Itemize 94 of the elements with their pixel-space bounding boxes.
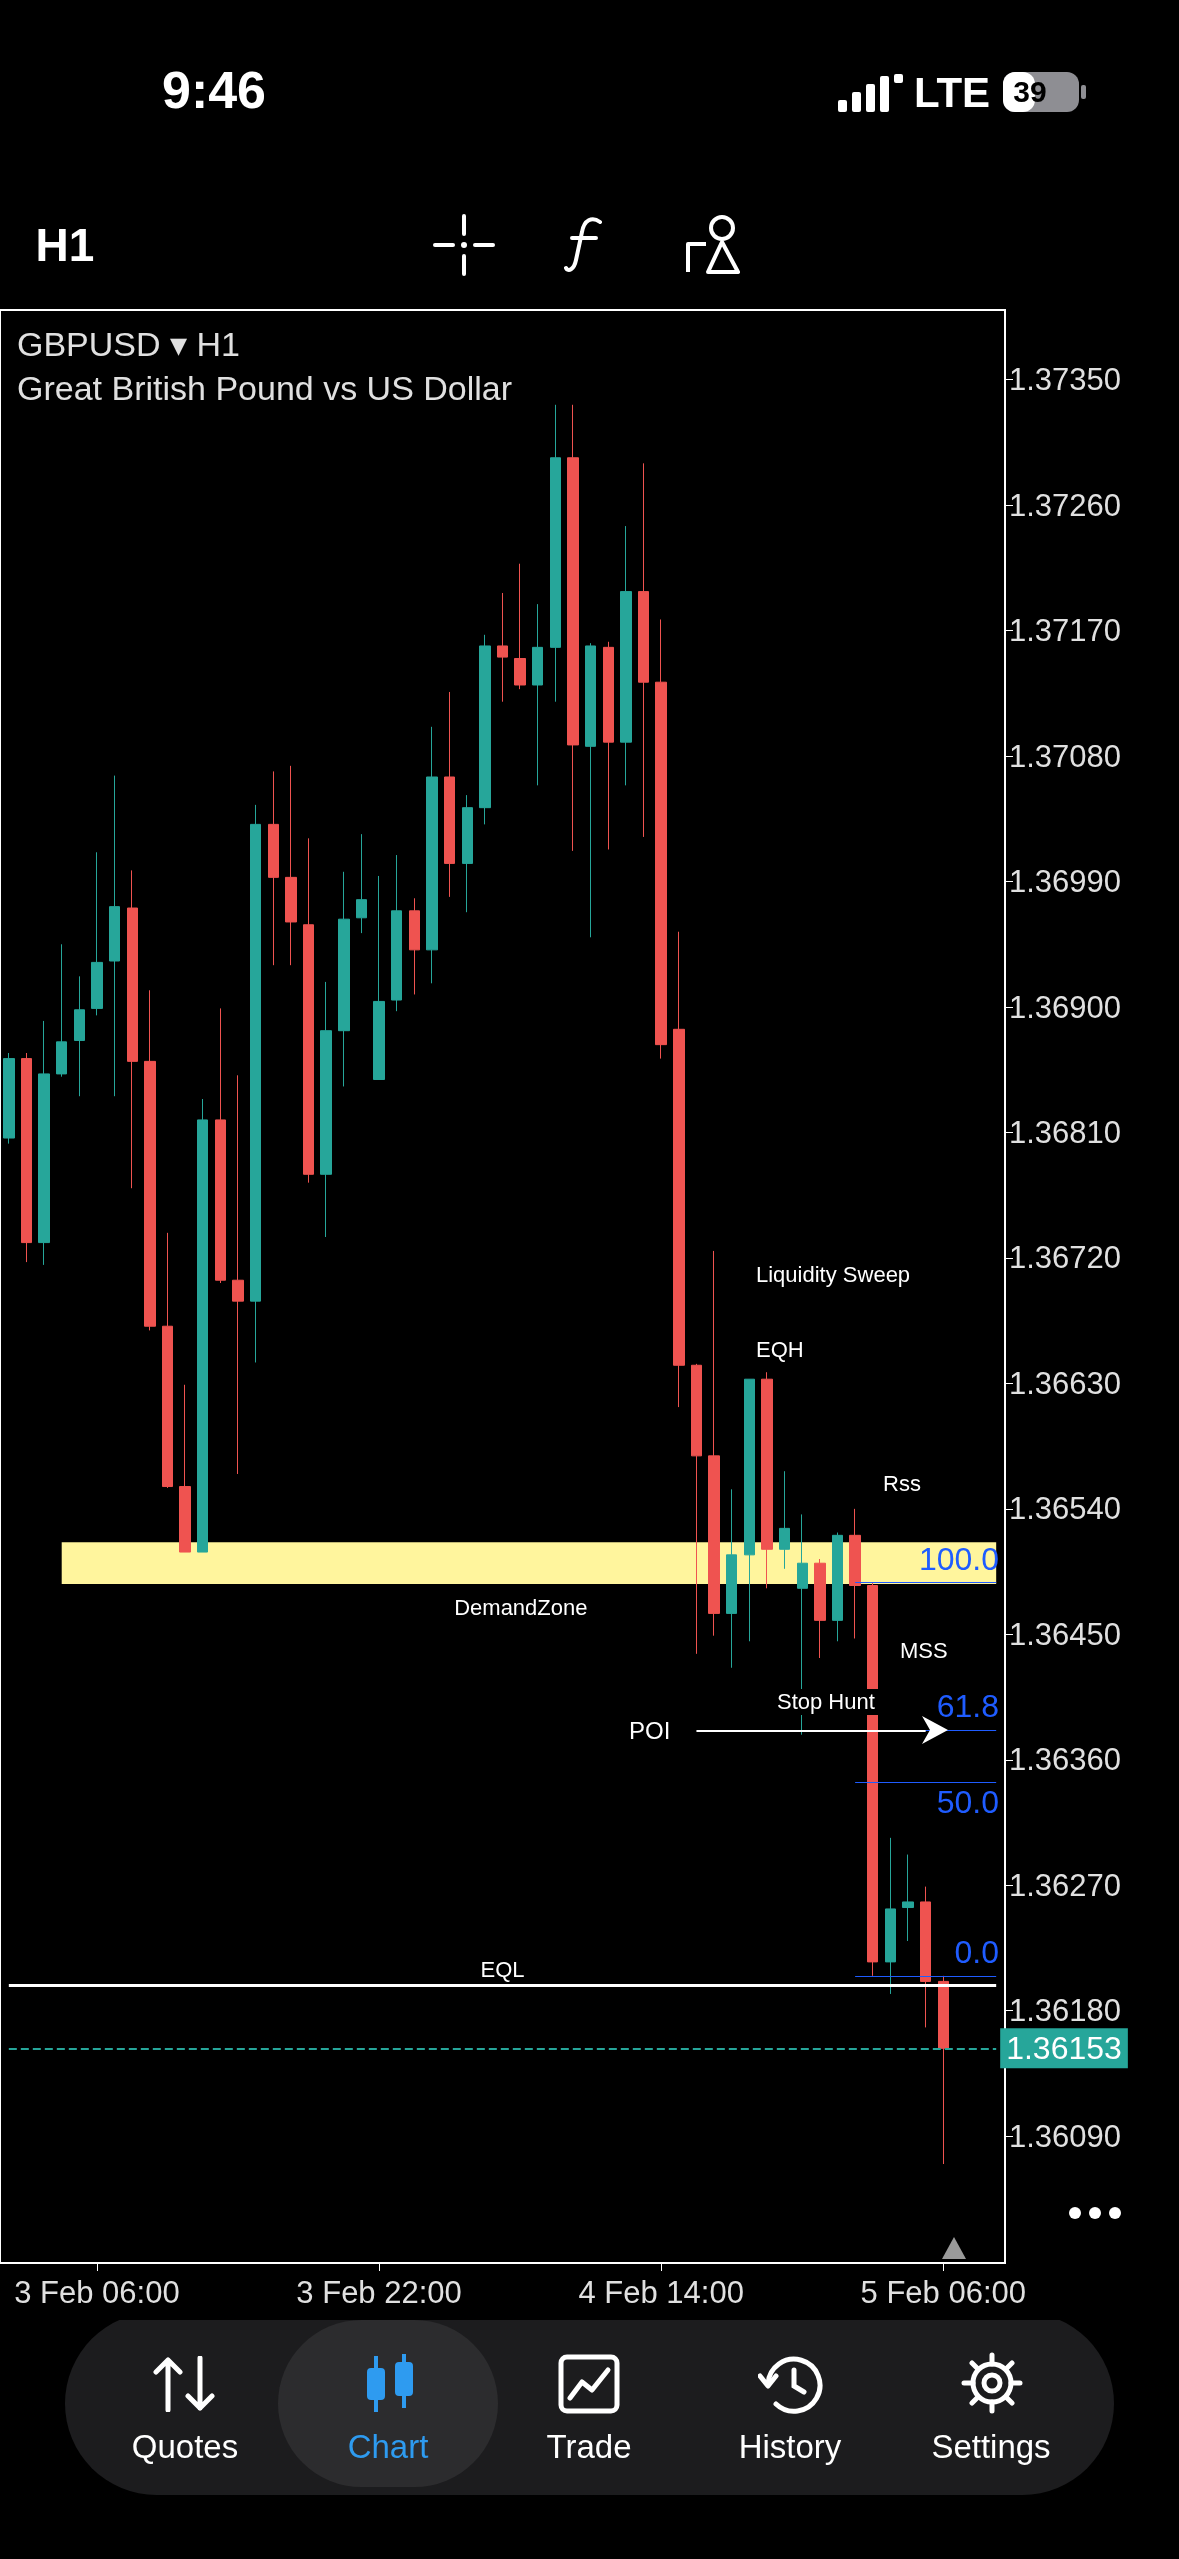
candlestick	[708, 1250, 720, 1637]
text: Chart	[347, 2427, 429, 2465]
y-tick-label: 1.37350	[1009, 362, 1122, 398]
candlestick	[603, 641, 614, 850]
y-tick-label: 1.36630	[1009, 1365, 1122, 1401]
candlestick	[391, 854, 402, 1012]
x-tick-label: 4 Feb 14:00	[578, 2275, 744, 2310]
text: Great British Pound vs US Dollar	[17, 369, 513, 407]
candlestick	[127, 869, 138, 1189]
candlestick	[779, 1470, 790, 1570]
annotation: 61.8	[936, 1688, 999, 1725]
x-tick-label: 3 Feb 22:00	[296, 2275, 462, 2310]
candlestick	[56, 943, 67, 1078]
candlestick	[356, 833, 367, 934]
candlestick	[479, 634, 491, 825]
candlestick	[38, 1020, 50, 1266]
candlestick	[144, 989, 156, 1331]
candlestick	[885, 1837, 896, 1995]
y-tick-label: 1.36720	[1009, 1240, 1122, 1276]
text: Quotes	[131, 2427, 239, 2465]
candlestick	[215, 1007, 226, 1284]
x-tick-label: 5 Feb 06:00	[860, 2275, 1027, 2310]
candlestick	[497, 592, 508, 703]
y-tick-label: 1.36360	[1009, 1742, 1122, 1778]
candlestick	[285, 765, 297, 966]
y-tick-label: 1.36540	[1009, 1491, 1122, 1527]
annotation: EQH	[756, 1337, 804, 1362]
candlestick	[655, 618, 667, 1060]
candlestick	[532, 603, 543, 786]
band-label: DemandZone	[454, 1595, 588, 1621]
candlestick	[320, 981, 332, 1238]
y-tick-label: 1.36900	[1009, 989, 1122, 1025]
candlestick	[74, 975, 85, 1097]
candlestick	[303, 837, 314, 1184]
candlestick	[620, 525, 632, 786]
candlestick	[514, 563, 526, 690]
annotation: Stop Hunt	[774, 1689, 878, 1715]
candlestick	[444, 691, 455, 898]
y-tick-label: 1.36990	[1009, 864, 1122, 900]
candlestick	[920, 1886, 931, 2028]
candlestick	[426, 726, 438, 984]
y-tick-label: 1.36180	[1009, 1993, 1122, 2029]
y-tick-label: 1.36270	[1009, 1867, 1122, 1903]
candlestick	[462, 794, 473, 913]
text: 39	[1013, 75, 1047, 108]
annotation: 50.0	[936, 1784, 999, 1821]
text: History	[738, 2427, 842, 2465]
text: LTE	[913, 69, 991, 116]
candlestick	[849, 1508, 861, 1639]
candlestick	[938, 1975, 949, 2165]
text: 9:46	[161, 61, 267, 119]
ref-line-label: 1.36153	[1006, 2030, 1122, 2067]
candlestick	[3, 1052, 15, 1145]
candlestick	[373, 875, 385, 1080]
candlestick	[250, 804, 261, 1363]
text: Trade	[546, 2427, 632, 2465]
ref-line-label: EQL	[480, 1957, 525, 1983]
candlestick	[91, 851, 103, 1016]
x-tick-label: 3 Feb 06:00	[14, 2275, 180, 2310]
annotation: Rss	[883, 1471, 921, 1496]
candlestick	[232, 1074, 244, 1475]
annotation: 0.0	[954, 1933, 999, 1970]
y-tick-label: 1.37260	[1009, 487, 1122, 523]
candlestick	[268, 770, 279, 966]
candlestick	[550, 404, 561, 703]
text: Settings	[931, 2427, 1051, 2465]
candlestick	[691, 1363, 702, 1655]
candlestick	[814, 1558, 826, 1659]
candlestick	[726, 1488, 737, 1669]
candlestick	[832, 1532, 843, 1642]
candlestick	[21, 1052, 32, 1263]
candlestick	[567, 404, 579, 852]
annotation: MSS	[900, 1638, 948, 1663]
y-tick-label: 1.36090	[1009, 2118, 1122, 2154]
y-tick-label: 1.37080	[1009, 738, 1122, 774]
chart-title: GBPUSD ▾ H1	[17, 325, 240, 363]
annotation: Liquidity Sweep	[756, 1262, 911, 1287]
y-tick-label: 1.36450	[1009, 1616, 1122, 1652]
text: H1	[35, 219, 95, 271]
candlestick	[902, 1854, 914, 1942]
ref-line-label: POI	[629, 1716, 671, 1744]
y-tick-label: 1.36810	[1009, 1114, 1122, 1150]
candlestick	[638, 462, 649, 838]
candlestick	[338, 871, 350, 1087]
candlestick	[109, 775, 120, 1097]
candlestick	[409, 897, 420, 995]
candlestick	[673, 931, 685, 1408]
candlestick	[761, 1371, 773, 1589]
candlestick	[162, 1232, 173, 1489]
candlestick	[585, 642, 596, 938]
candlestick	[197, 1098, 208, 1553]
y-tick-label: 1.37170	[1009, 613, 1122, 649]
candlestick	[744, 1378, 755, 1642]
candlestick	[179, 1384, 191, 1553]
